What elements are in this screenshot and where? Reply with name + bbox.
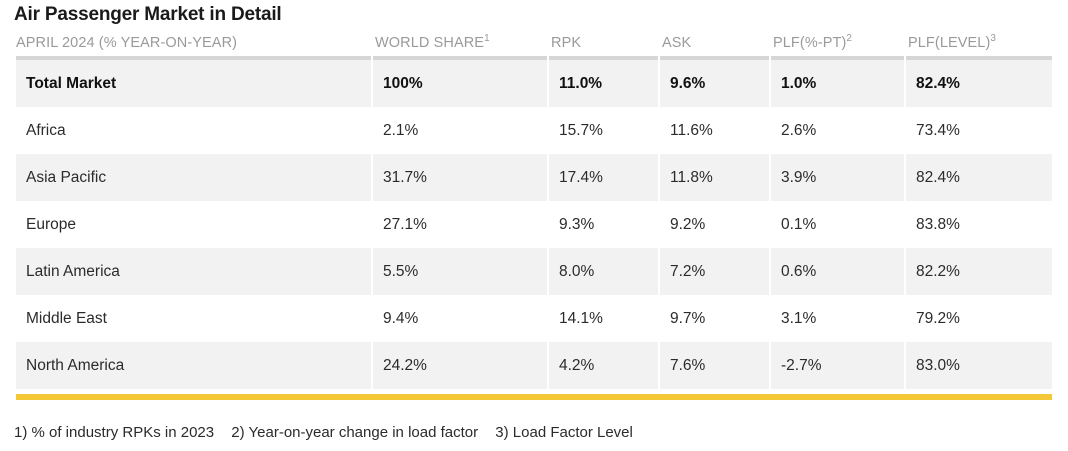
cell-rpk: 11.0% — [547, 60, 658, 107]
cell-ask: 7.6% — [658, 342, 769, 389]
passenger-market-table: APRIL 2024 (% YEAR-ON-YEAR) WORLD SHARE1… — [16, 30, 1052, 389]
header-plf-level: PLF(LEVEL)3 — [908, 33, 997, 51]
cell-rpk: 14.1% — [547, 295, 658, 342]
cell-plf-pt: 2.6% — [769, 107, 904, 154]
footnote-ref: 2 — [846, 33, 853, 45]
cell-region: Latin America — [16, 248, 371, 295]
accent-bar — [16, 394, 1052, 400]
table-row-total: Total Market 100% 11.0% 9.6% 1.0% 82.4% — [16, 60, 1052, 107]
table-row: Europe 27.1% 9.3% 9.2% 0.1% 83.8% — [16, 201, 1052, 248]
cell-world-share: 31.7% — [371, 154, 547, 201]
cell-rpk: 15.7% — [547, 107, 658, 154]
header-region: APRIL 2024 (% YEAR-ON-YEAR) — [16, 35, 238, 51]
table-row: Middle East 9.4% 14.1% 9.7% 3.1% 79.2% — [16, 295, 1052, 342]
cell-plf-level: 82.4% — [904, 60, 1052, 107]
cell-world-share: 27.1% — [371, 201, 547, 248]
cell-ask: 11.8% — [658, 154, 769, 201]
page-title: Air Passenger Market in Detail — [14, 4, 282, 25]
cell-plf-level: 83.0% — [904, 342, 1052, 389]
table-row: Latin America 5.5% 8.0% 7.2% 0.6% 82.2% — [16, 248, 1052, 295]
cell-ask: 9.6% — [658, 60, 769, 107]
cell-plf-pt: 0.1% — [769, 201, 904, 248]
cell-plf-level: 73.4% — [904, 107, 1052, 154]
table-header-row: APRIL 2024 (% YEAR-ON-YEAR) WORLD SHARE1… — [16, 30, 1052, 56]
cell-plf-level: 82.2% — [904, 248, 1052, 295]
cell-rpk: 9.3% — [547, 201, 658, 248]
header-rpk: RPK — [551, 35, 582, 51]
cell-region: Total Market — [16, 60, 371, 107]
cell-world-share: 24.2% — [371, 342, 547, 389]
cell-rpk: 8.0% — [547, 248, 658, 295]
cell-ask: 11.6% — [658, 107, 769, 154]
cell-ask: 9.7% — [658, 295, 769, 342]
table-row: North America 24.2% 4.2% 7.6% -2.7% 83.0… — [16, 342, 1052, 389]
header-plf-pt: PLF(%-PT)2 — [773, 33, 853, 51]
cell-region: Middle East — [26, 309, 107, 327]
header-world-share: WORLD SHARE1 — [375, 33, 490, 51]
cell-rpk: 4.2% — [547, 342, 658, 389]
cell-region: North America — [16, 342, 371, 389]
cell-ask: 7.2% — [658, 248, 769, 295]
cell-plf-level: 79.2% — [904, 295, 1052, 342]
table-row: Asia Pacific 31.7% 17.4% 11.8% 3.9% 82.4… — [16, 154, 1052, 201]
cell-plf-level: 83.8% — [904, 201, 1052, 248]
cell-world-share: 2.1% — [371, 107, 547, 154]
footnote-1: 1) % of industry RPKs in 2023 — [14, 424, 215, 441]
cell-plf-pt: 1.0% — [769, 60, 904, 107]
footnote-3: 3) Load Factor Level — [495, 424, 633, 441]
footnote-ref: 1 — [484, 33, 490, 45]
cell-plf-pt: 0.6% — [769, 248, 904, 295]
cell-region: Asia Pacific — [16, 154, 371, 201]
header-ask: ASK — [662, 35, 692, 51]
cell-plf-level: 82.4% — [904, 154, 1052, 201]
cell-world-share: 100% — [371, 60, 547, 107]
cell-plf-pt: 3.1% — [769, 295, 904, 342]
cell-region: Africa — [26, 121, 66, 139]
footnote-ref: 3 — [990, 33, 997, 45]
footnotes: 1) % of industry RPKs in 2023 2) Year-on… — [14, 424, 646, 441]
cell-world-share: 5.5% — [371, 248, 547, 295]
cell-region: Europe — [26, 215, 76, 233]
cell-plf-pt: 3.9% — [769, 154, 904, 201]
table-row: Africa 2.1% 15.7% 11.6% 2.6% 73.4% — [16, 107, 1052, 154]
header-rule — [16, 56, 1052, 60]
cell-world-share: 9.4% — [371, 295, 547, 342]
cell-ask: 9.2% — [658, 201, 769, 248]
cell-plf-pt: -2.7% — [769, 342, 904, 389]
footnote-2: 2) Year-on-year change in load factor — [231, 424, 479, 441]
cell-rpk: 17.4% — [547, 154, 658, 201]
